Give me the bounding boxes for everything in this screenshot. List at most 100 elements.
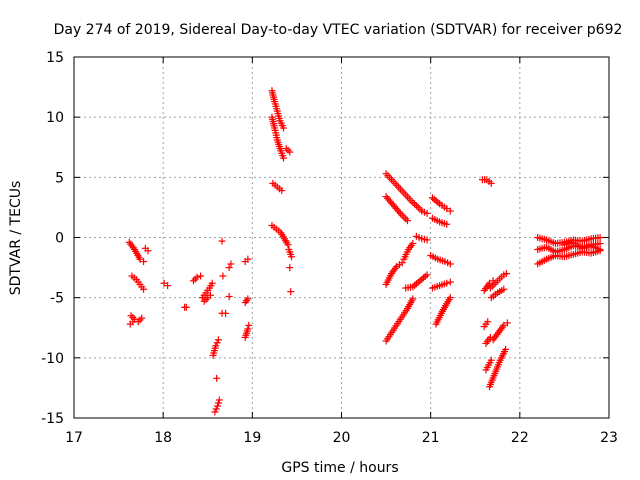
x-tick-label: 17: [65, 430, 83, 446]
data-point: [193, 273, 201, 281]
data-point: [443, 220, 451, 228]
data-point: [160, 279, 168, 287]
y-tick-label: 15: [46, 50, 64, 66]
data-point: [164, 282, 172, 290]
data-point: [140, 285, 148, 293]
data-point: [144, 247, 152, 255]
data-point: [409, 295, 417, 303]
data-point: [443, 205, 451, 213]
data-point: [423, 209, 431, 217]
data-point: [200, 297, 208, 305]
data-point: [225, 264, 233, 272]
data-point: [136, 255, 144, 263]
data-point-interp: [402, 215, 410, 223]
data-point-interp: [136, 316, 144, 324]
data-point: [208, 279, 216, 287]
data-point: [212, 342, 220, 350]
data-point: [446, 207, 454, 215]
data-point: [127, 312, 135, 320]
data-point: [284, 241, 292, 249]
y-tick-label: -5: [50, 291, 64, 307]
y-tick-label: 0: [55, 231, 64, 247]
data-point: [280, 124, 288, 132]
data-point: [244, 295, 252, 303]
data-point: [286, 264, 294, 272]
data-point: [197, 272, 205, 280]
x-tick-label: 19: [243, 430, 261, 446]
data-point: [286, 148, 294, 156]
data-point: [214, 402, 222, 410]
data-point-interp: [395, 208, 403, 216]
data-point: [446, 294, 454, 302]
data-point: [138, 314, 146, 322]
data-point: [140, 258, 148, 266]
data-point: [500, 321, 508, 329]
data-point: [423, 236, 431, 244]
data-point: [129, 318, 137, 326]
data-point: [245, 321, 253, 329]
data-point: [487, 179, 495, 187]
x-tick-label: 20: [333, 430, 351, 446]
y-tick-labels: 15 10 5 0 -5 -10 -15: [41, 50, 64, 427]
data-point-interp: [398, 211, 406, 219]
data-point: [484, 318, 492, 326]
y-tick-label: 5: [55, 170, 64, 186]
data-point-interp: [214, 399, 222, 407]
data-point-interp: [400, 213, 408, 221]
data-point: [244, 255, 252, 263]
data-point: [214, 336, 222, 344]
axis-ticks: [73, 56, 610, 419]
data-point: [403, 217, 411, 225]
x-tick-label: 21: [422, 430, 440, 446]
data-point: [280, 154, 288, 162]
data-point: [244, 325, 252, 333]
y-tick-label: 10: [46, 110, 64, 126]
grid-lines: [74, 57, 609, 418]
data-point: [213, 374, 221, 382]
data-point: [278, 187, 286, 195]
chart-title: Day 274 of 2019, Sidereal Day-to-day VTE…: [54, 22, 623, 38]
data-point-interp: [243, 297, 251, 305]
y-tick-label: -10: [41, 351, 64, 367]
data-point: [596, 246, 604, 254]
data-point: [215, 396, 223, 404]
data-point: [211, 408, 219, 416]
x-axis-label: GPS time / hours: [281, 460, 398, 476]
x-tick-label: 22: [511, 430, 529, 446]
data-point-interp: [490, 280, 498, 288]
data-points: [125, 87, 604, 416]
x-tick-label: 23: [600, 430, 618, 446]
data-point: [227, 260, 235, 268]
data-point: [596, 240, 604, 248]
data-point: [446, 278, 454, 286]
data-point: [182, 303, 190, 311]
data-point-interp: [284, 146, 292, 154]
data-point: [398, 259, 406, 267]
data-point: [288, 253, 296, 261]
data-point: [443, 279, 451, 287]
data-point-interp: [414, 203, 422, 211]
data-point: [423, 271, 431, 279]
x-tick-labels: 17 18 19 20 21 22 23: [65, 430, 618, 446]
data-point: [222, 309, 230, 317]
data-point: [287, 288, 295, 296]
data-point: [502, 345, 510, 353]
data-point: [206, 291, 214, 299]
data-point: [503, 319, 511, 327]
data-point: [218, 237, 226, 245]
data-point: [411, 200, 419, 208]
data-point: [189, 277, 197, 285]
data-point: [409, 240, 417, 248]
data-point: [487, 356, 495, 364]
data-point: [225, 292, 233, 300]
data-point-interp: [213, 339, 221, 347]
data-point-interp: [202, 295, 210, 303]
data-point-interp: [212, 405, 220, 413]
data-point: [219, 272, 227, 280]
data-point: [596, 234, 604, 241]
data-point: [500, 285, 508, 293]
x-tick-label: 18: [154, 430, 172, 446]
data-point: [446, 260, 454, 268]
y-axis-label: SDTVAR / TECUs: [8, 181, 24, 296]
